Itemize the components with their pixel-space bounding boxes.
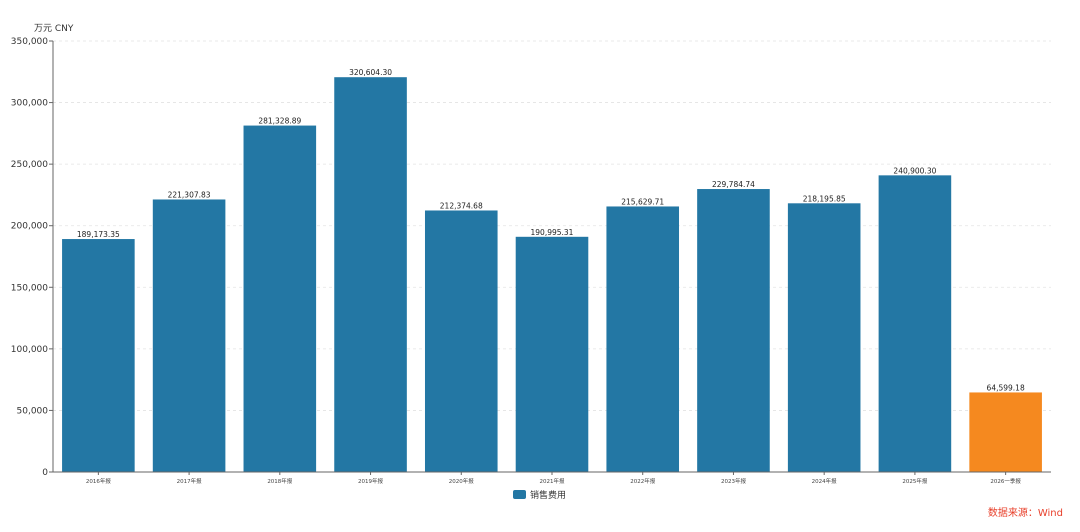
data-label: 190,995.31 xyxy=(531,228,574,237)
x-axis: 2016年报 2017年报 2018年报 2019年报 2020年报 2021年报 2022… xyxy=(53,471,1051,485)
x-tick-label: 2017年报 xyxy=(177,477,202,485)
y-tick-label: 200,000 xyxy=(11,222,48,232)
data-label: 240,900.30 xyxy=(893,166,936,175)
y-tick-label: 350,000 xyxy=(11,37,48,47)
bar-2022年报 xyxy=(606,206,680,472)
bars xyxy=(62,77,1042,473)
data-label: 189,173.35 xyxy=(77,230,120,239)
x-tick-label: 2023年报 xyxy=(721,477,746,485)
bar-2018年报 xyxy=(243,125,317,472)
data-label: 218,195.85 xyxy=(803,194,846,203)
y-tick-label: 300,000 xyxy=(11,99,48,109)
x-tick-label: 2025年报 xyxy=(902,477,927,485)
y-tick-label: 150,000 xyxy=(11,283,48,293)
y-axis: 0 50,000 100,000 150,000 200,000 250,000 300,0… xyxy=(11,37,54,478)
x-tick-label: 2020年报 xyxy=(449,477,474,485)
data-label: 64,599.18 xyxy=(987,383,1025,392)
bar-2024年报 xyxy=(787,203,861,472)
bar-2026一季报 xyxy=(969,392,1042,472)
x-tick-label: 2021年报 xyxy=(540,477,565,485)
data-label: 281,328.89 xyxy=(258,117,301,126)
bar-2016年报 xyxy=(62,239,135,472)
x-tick-label: 2024年报 xyxy=(812,477,837,485)
bar-2019年报 xyxy=(334,77,407,473)
x-tick-label: 2026一季报 xyxy=(990,477,1021,485)
y-tick-label: 100,000 xyxy=(11,345,48,355)
y-axis-unit-label: 万元 CNY xyxy=(34,24,74,34)
bar-2021年报 xyxy=(515,236,589,472)
data-label: 212,374.68 xyxy=(440,201,483,210)
bar-2020年报 xyxy=(424,210,498,472)
legend[interactable]: 销售费用 xyxy=(513,489,566,501)
bar-2017年报 xyxy=(152,199,226,472)
data-label: 221,307.83 xyxy=(168,190,211,199)
x-tick-label: 2022年报 xyxy=(630,477,655,485)
y-tick-label: 50,000 xyxy=(17,406,49,416)
bar-2025年报 xyxy=(878,175,952,472)
data-label: 215,629.71 xyxy=(621,197,664,206)
data-label: 320,604.30 xyxy=(349,68,392,77)
data-labels: 189,173.35 221,307.83 281,328.89 320,604.30… xyxy=(77,68,1025,392)
source-note: 数据来源：Wind xyxy=(987,508,1063,519)
x-tick-label: 2016年报 xyxy=(86,477,111,485)
x-tick-label: 2018年报 xyxy=(267,477,292,485)
legend-swatch[interactable] xyxy=(513,490,526,499)
legend-label[interactable]: 销售费用 xyxy=(530,489,566,501)
y-tick-label: 250,000 xyxy=(11,160,48,170)
data-label: 229,784.74 xyxy=(712,180,755,189)
y-tick-label: 0 xyxy=(42,468,48,478)
bar-2023年报 xyxy=(697,189,770,472)
x-tick-label: 2019年报 xyxy=(358,477,383,485)
